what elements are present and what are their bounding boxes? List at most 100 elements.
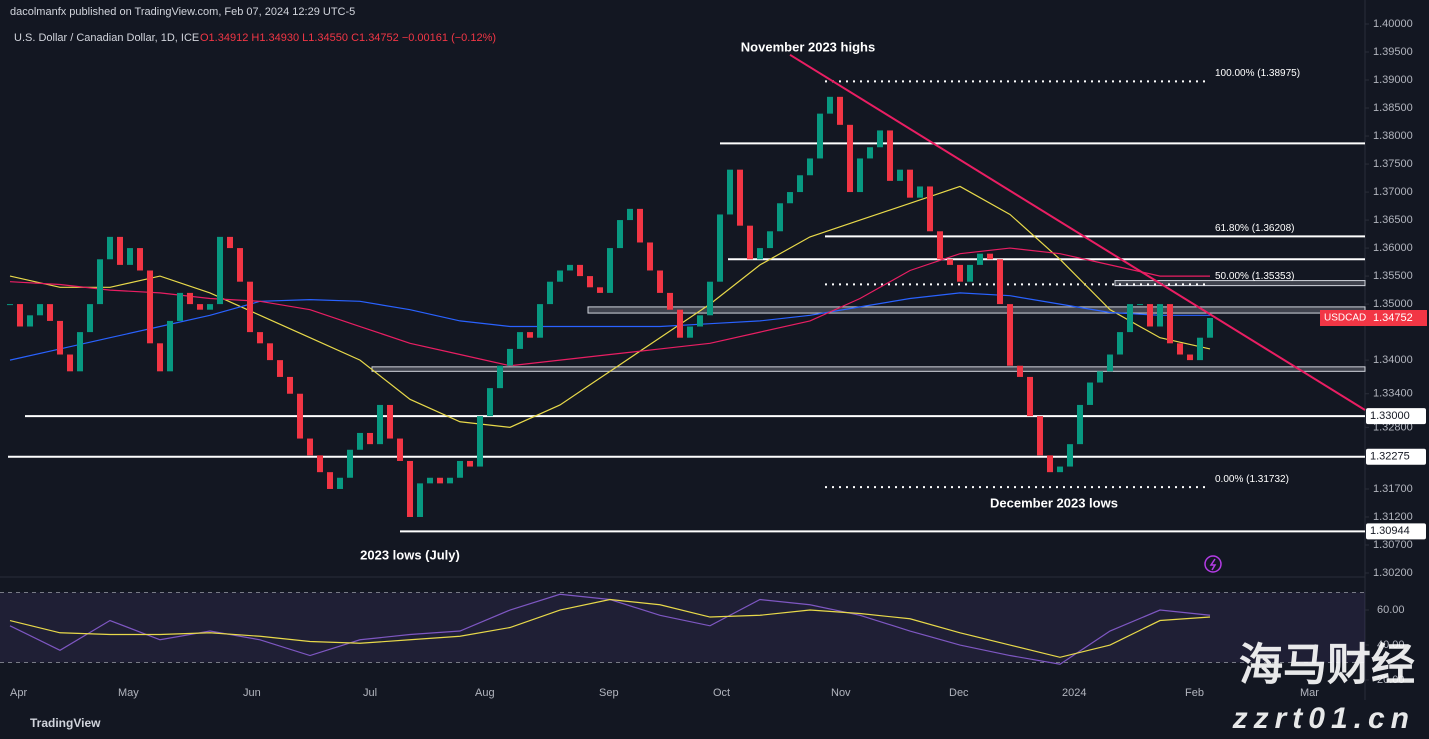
candle bbox=[677, 309, 683, 338]
candle bbox=[57, 320, 63, 355]
zone bbox=[1114, 280, 1366, 287]
fib-label: 50.00% (1.35353) bbox=[1215, 271, 1295, 282]
candle bbox=[1207, 317, 1213, 338]
moving-average bbox=[9, 292, 1210, 361]
candle bbox=[207, 304, 213, 310]
y-tick-label: 1.33400 bbox=[1373, 388, 1413, 400]
candle bbox=[387, 404, 393, 439]
level-label: 1.32275 bbox=[1370, 451, 1410, 463]
x-tick-label: Dec bbox=[949, 687, 969, 699]
candle bbox=[727, 169, 733, 215]
candle bbox=[397, 438, 403, 461]
candle bbox=[1177, 343, 1183, 355]
y-tick-label: 1.30700 bbox=[1373, 539, 1413, 551]
candle bbox=[687, 326, 693, 338]
candle bbox=[697, 315, 703, 327]
candle bbox=[487, 388, 493, 417]
candle bbox=[977, 253, 983, 265]
level-tag bbox=[1366, 408, 1426, 425]
candle bbox=[777, 203, 783, 232]
candle bbox=[417, 483, 423, 517]
fib-label: 61.80% (1.36208) bbox=[1215, 223, 1295, 234]
candle bbox=[177, 292, 183, 321]
candle bbox=[287, 376, 293, 394]
candle bbox=[1027, 376, 1033, 417]
candle bbox=[537, 304, 543, 338]
x-tick-label: Jul bbox=[363, 687, 377, 699]
x-tick-label: Oct bbox=[713, 687, 730, 699]
candle bbox=[1067, 444, 1073, 467]
watermark: zzrt01.cn bbox=[1232, 702, 1415, 735]
candle bbox=[217, 236, 223, 305]
candle bbox=[1017, 365, 1023, 377]
candle bbox=[127, 248, 133, 265]
candle bbox=[237, 248, 243, 282]
y-tick-label: 1.35000 bbox=[1373, 298, 1413, 310]
candle bbox=[577, 264, 583, 277]
candle bbox=[457, 460, 463, 478]
level-label: 1.33000 bbox=[1370, 410, 1410, 422]
candle bbox=[497, 365, 503, 389]
rsi-band bbox=[0, 592, 1365, 663]
candle bbox=[407, 460, 413, 517]
candle bbox=[37, 304, 43, 316]
x-tick-label: Aug bbox=[475, 687, 495, 699]
annotation: December 2023 lows bbox=[990, 495, 1118, 510]
candle bbox=[1167, 304, 1173, 344]
y-tick-label: 1.36000 bbox=[1373, 242, 1413, 254]
candle bbox=[557, 270, 563, 282]
y-tick-label: 1.37500 bbox=[1373, 158, 1413, 170]
candle bbox=[927, 186, 933, 232]
x-tick-label: Sep bbox=[599, 687, 619, 699]
level-tag bbox=[1366, 448, 1426, 465]
x-tick-label: Jun bbox=[243, 687, 261, 699]
candle bbox=[1187, 354, 1193, 361]
rsi-tick-label: 60.00 bbox=[1377, 604, 1405, 616]
y-tick-label: 1.31200 bbox=[1373, 511, 1413, 523]
x-tick-label: May bbox=[118, 687, 139, 699]
candle bbox=[27, 315, 33, 327]
header: dacolmanfx published on TradingView.com,… bbox=[10, 6, 355, 18]
candle bbox=[937, 231, 943, 260]
candle bbox=[807, 158, 813, 176]
moving-average bbox=[9, 247, 1210, 367]
y-tick-label: 1.38500 bbox=[1373, 102, 1413, 114]
candle bbox=[467, 460, 473, 467]
candle bbox=[757, 248, 763, 260]
candle bbox=[867, 147, 873, 159]
candle bbox=[567, 264, 573, 271]
x-tick-label: Mar bbox=[1300, 687, 1319, 699]
candle bbox=[997, 259, 1003, 305]
candle bbox=[897, 169, 903, 181]
candle bbox=[957, 264, 963, 282]
zone bbox=[371, 366, 1366, 372]
candle bbox=[637, 208, 643, 243]
candle bbox=[837, 96, 843, 125]
x-tick-label: 2024 bbox=[1062, 687, 1086, 699]
candle bbox=[597, 287, 603, 293]
candle bbox=[327, 472, 333, 489]
y-tick-label: 1.35500 bbox=[1373, 270, 1413, 282]
candle bbox=[87, 304, 93, 333]
candle bbox=[1037, 416, 1043, 456]
candle bbox=[517, 332, 523, 349]
candle bbox=[47, 304, 53, 321]
y-tick-label: 1.39500 bbox=[1373, 46, 1413, 58]
candle bbox=[917, 186, 923, 198]
fib-label: 100.00% (1.38975) bbox=[1215, 68, 1300, 79]
annotation: 2023 lows (July) bbox=[360, 547, 460, 562]
y-tick-label: 1.30200 bbox=[1373, 567, 1413, 579]
candle bbox=[607, 248, 613, 293]
moving-average bbox=[9, 185, 1211, 428]
candle bbox=[817, 113, 823, 159]
y-tick-label: 1.40000 bbox=[1373, 18, 1413, 30]
candle bbox=[1197, 337, 1203, 361]
candle bbox=[967, 264, 973, 282]
candle bbox=[587, 276, 593, 288]
candle bbox=[767, 231, 773, 249]
y-tick-label: 1.34000 bbox=[1373, 354, 1413, 366]
candle bbox=[367, 432, 373, 445]
candle bbox=[1137, 304, 1143, 306]
candle bbox=[17, 304, 23, 327]
